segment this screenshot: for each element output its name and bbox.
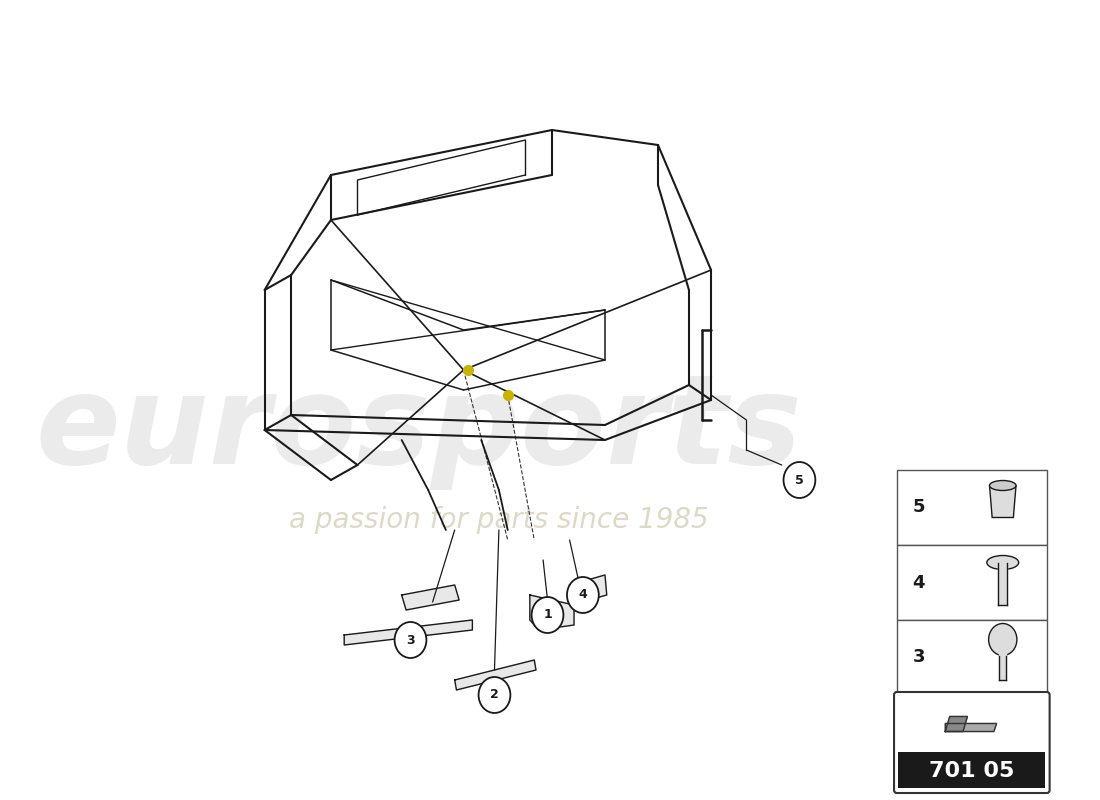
Ellipse shape (990, 481, 1016, 490)
Circle shape (783, 462, 815, 498)
Polygon shape (454, 660, 536, 690)
Text: 1: 1 (543, 609, 552, 622)
Text: a passion for parts since 1985: a passion for parts since 1985 (289, 506, 708, 534)
Circle shape (566, 577, 598, 613)
Polygon shape (999, 562, 1008, 605)
Polygon shape (945, 723, 997, 731)
Text: 3: 3 (913, 649, 925, 666)
Polygon shape (530, 595, 574, 630)
Circle shape (531, 597, 563, 633)
Bar (896, 470, 1047, 545)
Text: 701 05: 701 05 (930, 761, 1014, 781)
Polygon shape (999, 639, 1007, 679)
Polygon shape (570, 575, 607, 605)
Text: 4: 4 (913, 574, 925, 591)
Text: 5: 5 (795, 474, 804, 486)
Circle shape (395, 622, 427, 658)
Polygon shape (402, 585, 459, 610)
Circle shape (478, 677, 510, 713)
Polygon shape (990, 486, 1016, 518)
Bar (896, 545, 1047, 620)
Text: 5: 5 (913, 498, 925, 517)
Text: 2: 2 (491, 689, 499, 702)
Bar (899, 752, 1045, 788)
Polygon shape (945, 717, 967, 731)
Bar (896, 620, 1047, 695)
Text: eurosports: eurosports (36, 370, 803, 490)
Text: 3: 3 (406, 634, 415, 646)
Text: 4: 4 (579, 589, 587, 602)
Ellipse shape (987, 555, 1019, 570)
Circle shape (989, 623, 1016, 655)
Polygon shape (344, 620, 472, 645)
FancyBboxPatch shape (894, 692, 1049, 793)
